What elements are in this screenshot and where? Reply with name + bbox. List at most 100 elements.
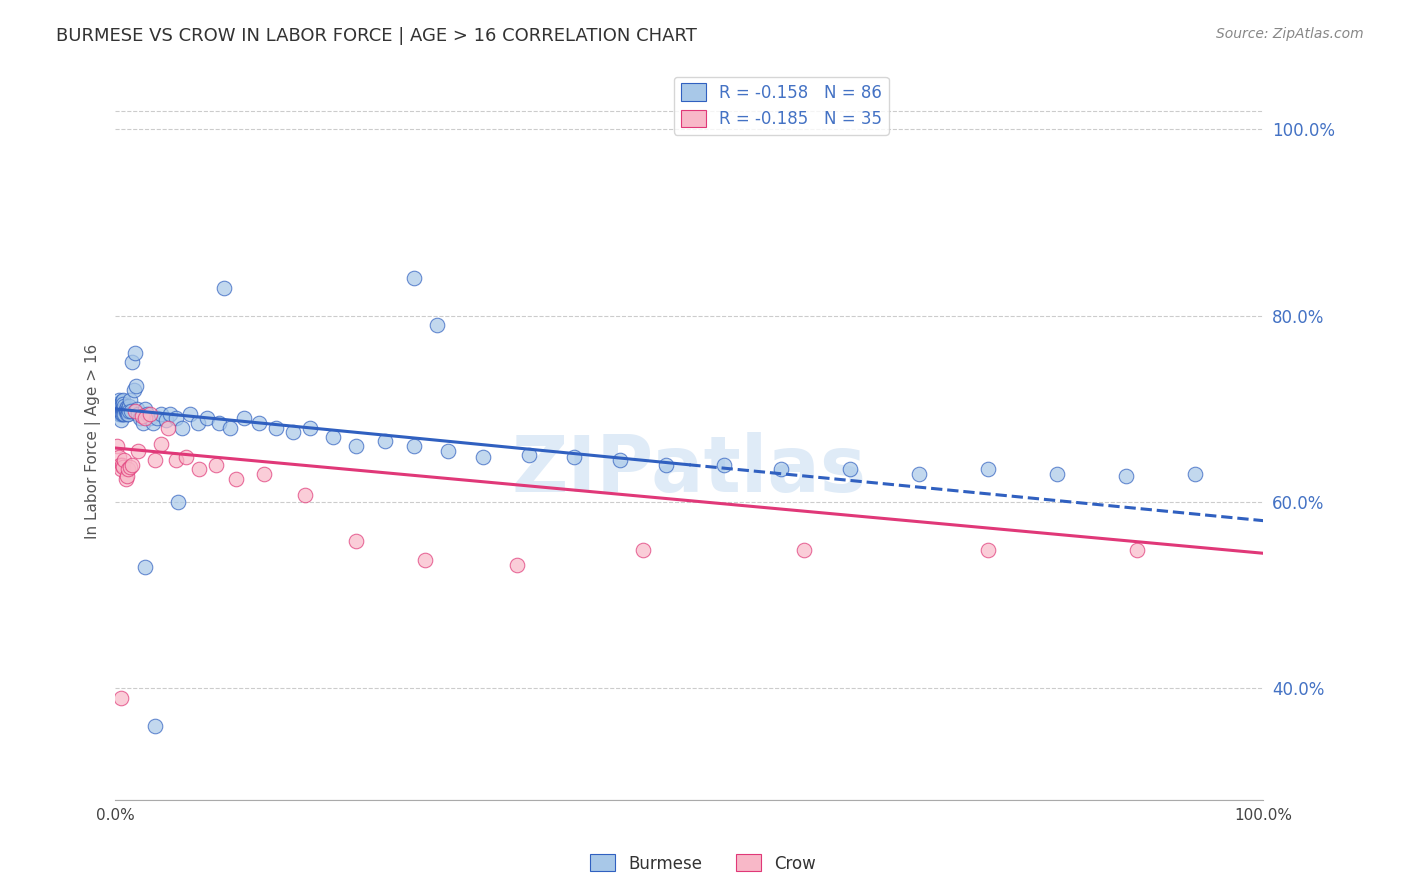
Point [110,413,132,427]
Point [294,487,316,501]
Point [110,407,132,421]
Text: ZIPatlas: ZIPatlas [512,433,868,508]
Point [713,458,735,472]
Point [114,472,136,486]
Point [112,399,135,413]
Point [283,425,305,440]
Point [232,411,254,425]
Point [127,407,149,421]
Point [633,543,655,558]
Point [112,392,135,407]
Point [145,718,167,732]
Point [124,403,146,417]
Point [506,558,529,573]
Point [564,450,586,465]
Point [121,458,143,472]
Point [107,401,129,416]
Point [125,378,148,392]
Point [112,401,135,416]
Legend: R = -0.158   N = 86, R = -0.185   N = 35: R = -0.158 N = 86, R = -0.185 N = 35 [673,77,889,135]
Point [437,443,460,458]
Point [150,407,173,421]
Point [132,416,155,430]
Point [977,543,1000,558]
Point [188,462,211,476]
Point [793,543,815,558]
Point [105,401,128,416]
Point [134,401,156,416]
Point [108,403,131,417]
Point [214,281,236,295]
Point [108,407,131,421]
Point [122,384,145,398]
Point [111,407,134,421]
Point [977,462,1000,476]
Point [1046,467,1069,482]
Point [176,450,198,465]
Point [112,407,135,421]
Point [111,394,134,409]
Point [117,407,139,421]
Point [167,495,190,509]
Point [138,411,160,425]
Y-axis label: In Labor Force | Age > 16: In Labor Force | Age > 16 [86,344,101,539]
Point [142,416,165,430]
Point [156,420,179,434]
Point [127,443,149,458]
Point [107,450,129,465]
Point [115,400,138,414]
Point [120,403,142,417]
Point [136,407,159,421]
Point [110,462,132,476]
Text: Source: ZipAtlas.com: Source: ZipAtlas.com [1216,27,1364,41]
Point [205,458,228,472]
Point [115,403,138,417]
Point [134,411,156,425]
Point [402,439,425,453]
Point [770,462,793,476]
Point [114,403,136,417]
Point [131,409,153,424]
Point [344,439,367,453]
Point [124,346,146,360]
Point [225,472,247,486]
Point [112,407,135,421]
Point [112,397,135,411]
Point [108,400,131,414]
Point [219,420,242,434]
Point [118,399,141,413]
Point [112,453,135,467]
Point [117,401,139,416]
Point [121,355,143,369]
Point [159,407,181,421]
Point [1115,469,1137,483]
Point [110,401,132,416]
Point [247,416,270,430]
Point [609,453,631,467]
Point [120,392,142,407]
Point [253,467,276,482]
Point [112,459,135,474]
Point [114,401,136,416]
Point [110,397,132,411]
Point [195,411,218,425]
Point [187,416,209,430]
Point [107,439,129,453]
Point [517,449,540,463]
Point [115,469,138,483]
Point [344,534,367,549]
Point [107,392,129,407]
Point [110,690,132,705]
Point [655,458,678,472]
Point [120,459,142,474]
Point [1126,543,1149,558]
Point [112,401,135,416]
Point [299,420,322,434]
Point [134,560,156,574]
Point [107,407,129,421]
Point [207,416,229,430]
Point [118,403,141,417]
Point [125,401,148,416]
Point [1184,467,1206,482]
Point [117,462,139,476]
